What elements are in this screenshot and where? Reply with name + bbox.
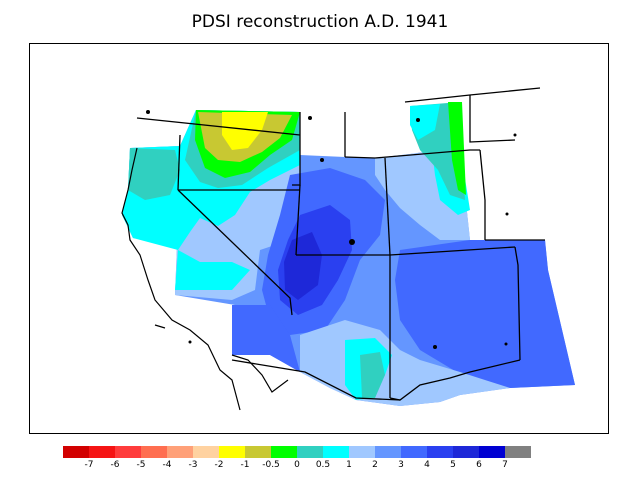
colorbar-swatch <box>401 446 427 458</box>
boundary-mt-wy <box>374 149 480 159</box>
pacific-coast <box>121 147 241 411</box>
island-1 <box>146 110 150 114</box>
colorbar-tick-label: 0 <box>294 460 300 470</box>
colorbar-tick-label: -0.5 <box>262 460 280 470</box>
island-7 <box>433 345 437 349</box>
island-3 <box>320 158 324 162</box>
colorbar-swatch <box>167 446 193 458</box>
pdsi-fill-layer <box>122 102 575 406</box>
colorbar-swatch <box>375 446 401 458</box>
colorbar-tick-label: 0.5 <box>315 460 331 470</box>
colorbar-tick-label: -6 <box>110 460 120 470</box>
coastline <box>121 147 289 411</box>
region-yellow <box>222 112 268 150</box>
island-4 <box>416 118 420 122</box>
colorbar-tick-label: -1 <box>240 460 250 470</box>
region-center-5 <box>284 232 322 300</box>
lake-great-salt <box>349 239 355 245</box>
boundary-or-ca <box>177 134 181 191</box>
colorbar-tick-label: 6 <box>476 460 482 470</box>
boundary-nd-sd <box>469 95 516 143</box>
colorbar-tick-label: 5 <box>450 460 456 470</box>
lakes-islands <box>146 110 517 349</box>
boundary-ca-nv-diagonal <box>177 189 293 316</box>
boundary-mexico <box>231 359 401 401</box>
colorbar-swatch <box>193 446 219 458</box>
colorbar-swatch <box>453 446 479 458</box>
boundary-ok-tx <box>514 246 521 361</box>
colorbar-tick-label: -5 <box>136 460 146 470</box>
colorbar <box>63 446 531 458</box>
island-2 <box>308 116 312 120</box>
colorbar-swatch <box>349 446 375 458</box>
colorbar-swatch <box>115 446 141 458</box>
colorbar-swatch <box>219 446 245 458</box>
colorbar-swatch <box>63 446 89 458</box>
boundary-wy-north <box>344 156 376 159</box>
region-ne-cyan <box>410 104 440 140</box>
island-5 <box>513 133 517 137</box>
island-9 <box>188 340 192 344</box>
colorbar-tick-label: 1 <box>346 460 352 470</box>
colorbar-tick-label: -3 <box>188 460 198 470</box>
colorbar-swatch <box>89 446 115 458</box>
colorbar-labels: -7 -6 -5 -4 -3 -2 -1 -0.5 0 0.5 1 2 3 4 5 6 7 <box>0 460 640 474</box>
region-se-3 <box>395 240 575 388</box>
colorbar-tick-label: -2 <box>214 460 224 470</box>
map-title: PDSI reconstruction A.D. 1941 <box>191 12 449 32</box>
baja-coast <box>154 324 166 329</box>
colorbar-swatch <box>505 446 531 458</box>
state-boundaries <box>136 87 545 401</box>
colorbar-swatch <box>427 446 453 458</box>
colorbar-swatch <box>323 446 349 458</box>
boundary-canada-east <box>404 87 541 103</box>
colorbar-tick-label: -4 <box>162 460 172 470</box>
colorbar-swatch <box>479 446 505 458</box>
region-nw-cyan2 <box>175 250 250 290</box>
region-south-teal <box>360 352 385 398</box>
colorbar-swatch <box>271 446 297 458</box>
colorbar-tick-label: 3 <box>398 460 404 470</box>
boundary-co-ne <box>389 246 516 256</box>
boundary-co-nm-ok <box>384 157 391 256</box>
island-8 <box>504 342 508 346</box>
region-ne-green <box>448 102 466 195</box>
colorbar-tick-label: 7 <box>502 460 508 470</box>
boundary-sd-ne <box>479 149 486 240</box>
colorbar-swatch <box>141 446 167 458</box>
colorbar-tick-label: 4 <box>424 460 430 470</box>
colorbar-tick-label: -7 <box>84 460 94 470</box>
colorbar-tick-label: 2 <box>372 460 378 470</box>
region-nw-teal <box>128 148 180 200</box>
colorbar-swatch <box>297 446 323 458</box>
boundary-nv-ut <box>295 184 301 256</box>
colorbar-swatch <box>245 446 271 458</box>
island-6 <box>505 212 509 216</box>
region-sw-3 <box>232 305 300 372</box>
boundary-canada-west <box>136 117 301 136</box>
gulf-of-california <box>231 354 289 393</box>
